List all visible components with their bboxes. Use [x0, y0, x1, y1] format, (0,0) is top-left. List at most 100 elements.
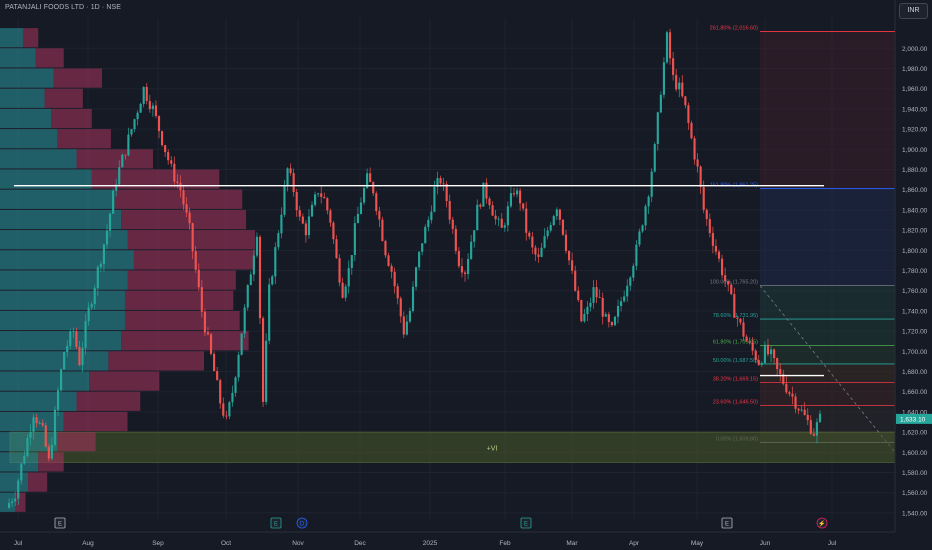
price-axis-tick: 1,820.00: [902, 228, 928, 235]
candle-body: [320, 193, 323, 197]
candle-body: [219, 380, 222, 404]
candle-body: [678, 82, 681, 90]
candle-body: [347, 268, 350, 287]
time-axis-label: Feb: [499, 540, 511, 547]
candle-body: [586, 306, 589, 315]
candle-body: [63, 352, 66, 370]
candle-body: [66, 345, 69, 353]
candle-body: [696, 159, 699, 167]
time-axis-label: Oct: [221, 540, 231, 547]
event-marker[interactable]: ⚡: [816, 517, 828, 529]
candle-body: [298, 210, 301, 217]
fib-label: 61.80% (1,705.85): [713, 339, 758, 345]
time-axis-label: Dec: [354, 540, 366, 547]
fib-label: 38.20% (1,669.15): [713, 376, 758, 382]
volume-profile-down: [35, 48, 64, 68]
candle-body: [503, 225, 506, 228]
event-marker[interactable]: E: [721, 517, 733, 529]
candle-body: [170, 160, 173, 164]
volume-profile-down: [38, 452, 64, 472]
candle-body: [393, 271, 396, 287]
candle-body: [222, 403, 225, 416]
event-marker[interactable]: E: [520, 517, 532, 529]
candle-body: [216, 371, 219, 381]
fib-zone: [760, 188, 895, 286]
candle-body: [176, 181, 179, 183]
price-axis-tick: 1,760.00: [902, 288, 928, 295]
candle-body: [473, 230, 476, 242]
volume-profile-up: [0, 108, 51, 129]
candle-body: [745, 336, 748, 342]
candle-body: [405, 321, 408, 335]
candle-body: [546, 230, 549, 237]
fib-label: 100.00% (1,765.20): [710, 279, 758, 285]
candle-body: [742, 322, 745, 337]
event-marker[interactable]: E: [270, 517, 282, 529]
fib-zone: [760, 319, 895, 346]
event-marker-label: E: [725, 522, 729, 528]
candle-body: [402, 316, 405, 335]
candle-body: [681, 82, 684, 97]
event-marker[interactable]: D: [296, 517, 308, 529]
volume-profile-up: [0, 492, 16, 512]
candle-body: [341, 282, 344, 298]
candle-body: [699, 166, 702, 188]
candle-body: [779, 369, 782, 375]
candle-body: [675, 74, 678, 90]
candle-body: [41, 422, 44, 426]
candle-body: [191, 223, 194, 252]
candle-body: [451, 219, 454, 229]
candle-body: [809, 420, 812, 434]
candle-body: [411, 286, 415, 311]
candle-body: [185, 204, 188, 213]
candle-body: [717, 251, 721, 259]
candle-body: [528, 232, 531, 237]
candle-body: [246, 285, 249, 308]
candle-body: [225, 415, 228, 417]
price-axis-tick: 1,540.00: [902, 510, 928, 517]
candle-body: [754, 350, 757, 361]
candle-body: [497, 218, 500, 220]
candle-body: [75, 331, 78, 347]
candle-body: [656, 112, 659, 145]
candle-body: [255, 236, 259, 256]
last-price-label: 1,633.10: [900, 416, 926, 423]
candle-body: [167, 152, 170, 161]
candle-body: [733, 294, 736, 318]
candle-body: [188, 212, 191, 224]
candle-body: [531, 236, 534, 248]
event-marker-label: ⚡: [818, 520, 825, 528]
last-price-badge: [896, 413, 932, 424]
event-marker[interactable]: E: [54, 517, 66, 529]
candle-body: [310, 204, 314, 217]
price-axis-bg: [895, 0, 932, 550]
candle-body: [197, 269, 200, 288]
candle-body: [488, 198, 491, 206]
volume-profile-down: [127, 230, 255, 250]
candle-body: [53, 409, 57, 445]
candle-body: [231, 392, 234, 403]
candle-body: [289, 168, 292, 174]
candle-body: [763, 344, 766, 364]
candle-body: [721, 258, 724, 276]
candle-body: [151, 105, 154, 110]
candle-body: [396, 286, 399, 299]
candle-body: [381, 219, 384, 241]
candle-body: [353, 223, 356, 256]
price-axis-tick: 1,880.00: [902, 167, 928, 174]
candle-body: [494, 215, 497, 220]
candle-body: [366, 173, 369, 188]
candle-body: [265, 340, 268, 402]
demand-zone: [9, 431, 896, 463]
candle-body: [561, 219, 565, 235]
price-axis-tick: 1,800.00: [902, 248, 928, 255]
candle-body: [115, 184, 118, 191]
currency-selector[interactable]: INR: [899, 3, 928, 19]
candle-body: [739, 318, 742, 323]
candle-body: [684, 96, 687, 106]
candle-body: [338, 258, 341, 283]
volume-profile-down: [121, 331, 249, 351]
time-axis-label: Jul: [14, 540, 23, 547]
